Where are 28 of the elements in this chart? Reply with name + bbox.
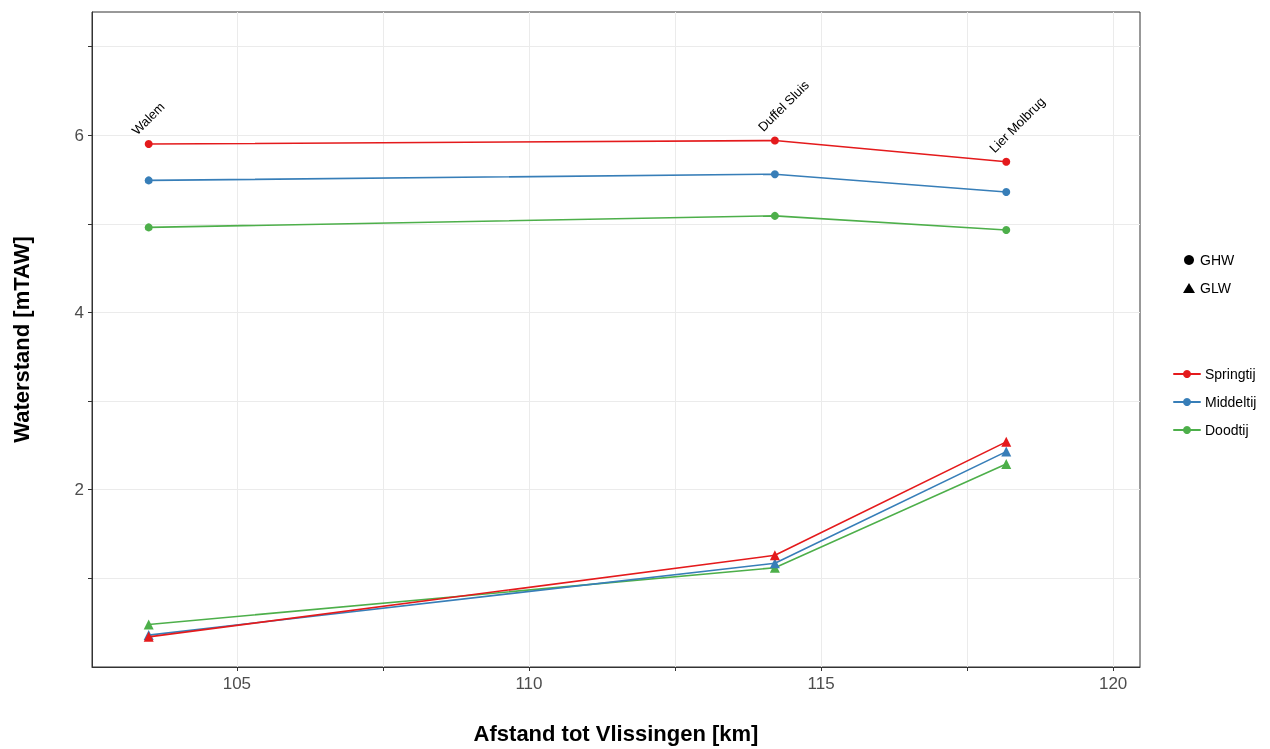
point bbox=[144, 140, 153, 149]
point bbox=[770, 136, 779, 145]
point bbox=[144, 223, 153, 232]
point bbox=[1001, 459, 1012, 470]
x-axis-title: Afstand tot Vlissingen [km] bbox=[473, 720, 759, 746]
point bbox=[1002, 226, 1011, 235]
x-tick-label: 115 bbox=[807, 674, 835, 693]
legend-label: GHW bbox=[1200, 252, 1235, 268]
point bbox=[144, 176, 153, 185]
x-tick-label: 105 bbox=[222, 674, 252, 693]
point bbox=[770, 211, 779, 220]
point bbox=[1001, 436, 1012, 447]
y-tick-label: 2 bbox=[74, 480, 84, 500]
legend-label: Middeltij bbox=[1205, 394, 1257, 410]
point bbox=[1001, 446, 1012, 457]
point bbox=[1002, 187, 1011, 196]
point bbox=[1002, 157, 1011, 166]
legend-label: Doodtij bbox=[1205, 422, 1249, 438]
legend-label: Springtij bbox=[1205, 366, 1256, 382]
x-tick-label: 120 bbox=[1098, 674, 1128, 693]
point bbox=[769, 550, 780, 561]
y-tick-label: 6 bbox=[74, 125, 84, 145]
legend-label: GLW bbox=[1200, 280, 1232, 296]
point bbox=[143, 619, 154, 630]
y-tick-label: 4 bbox=[74, 302, 84, 322]
y-axis-title: Waterstand [mTAW] bbox=[8, 236, 34, 443]
point bbox=[770, 170, 779, 179]
x-tick-label: 110 bbox=[515, 674, 543, 693]
